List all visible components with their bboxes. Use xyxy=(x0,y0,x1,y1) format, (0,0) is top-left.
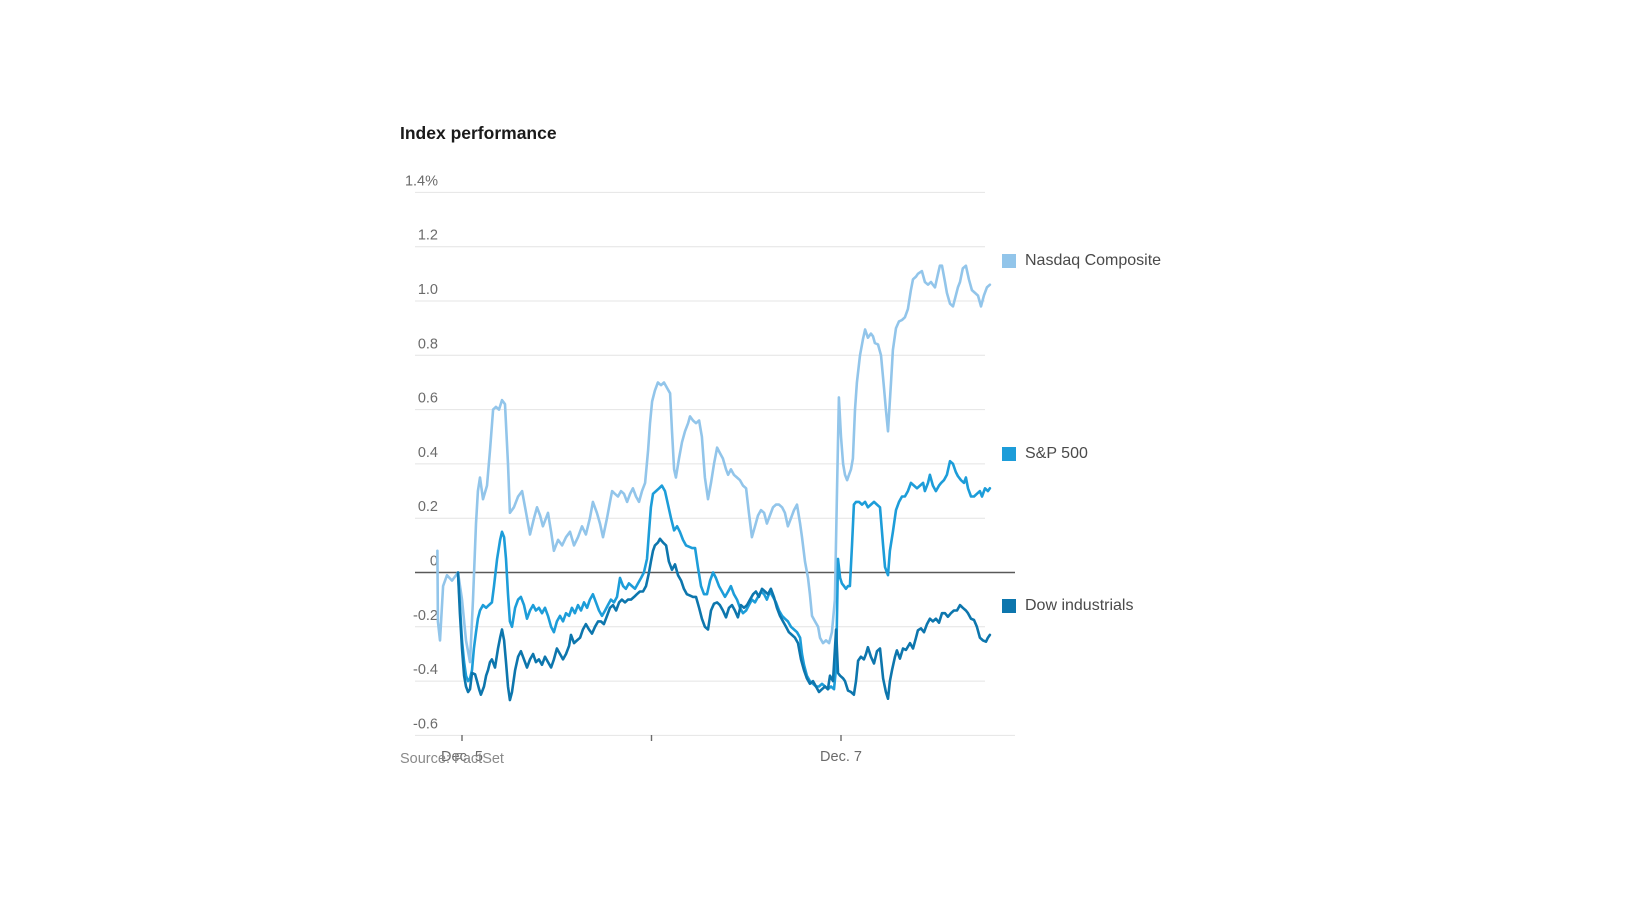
legend-label-sp500: S&P 500 xyxy=(1025,445,1088,462)
legend-item-sp500: S&P 500 xyxy=(1002,445,1088,463)
legend-swatch-nasdaq-icon xyxy=(1002,254,1016,268)
y-axis-tick-label: 0.6 xyxy=(418,391,438,407)
series-line-2 xyxy=(456,537,992,702)
chart-title: Index performance xyxy=(400,123,557,143)
legend-swatch-dow-icon xyxy=(1002,599,1016,613)
y-axis-tick-label: -0.2 xyxy=(413,608,438,624)
x-axis-date-label: Dec. 5 xyxy=(441,749,483,765)
legend-item-nasdaq: Nasdaq Composite xyxy=(1002,252,1161,270)
legend-label-nasdaq: Nasdaq Composite xyxy=(1025,252,1162,269)
y-axis-tick-label: -0.4 xyxy=(413,662,438,678)
series-line-1 xyxy=(456,459,992,691)
y-axis-tick-label: 0 xyxy=(430,554,438,570)
y-axis-tick-label: 1.2 xyxy=(418,228,438,244)
y-axis-tick-label: 0.4 xyxy=(418,445,438,461)
legend-swatch-sp500-icon xyxy=(1002,447,1016,461)
source-attribution: Source: FactSet xyxy=(400,751,504,767)
legend-item-dow: Dow industrials xyxy=(1002,597,1133,615)
x-axis-date-label: Dec. 7 xyxy=(820,749,862,765)
y-axis-tick-label: 1.4% xyxy=(405,173,438,189)
y-axis-tick-label: -0.6 xyxy=(413,716,438,732)
y-axis-tick-label: 0.2 xyxy=(418,499,438,515)
series-line-0 xyxy=(436,264,992,664)
legend-label-dow: Dow industrials xyxy=(1025,597,1134,614)
y-axis-tick-label: 0.8 xyxy=(418,336,438,352)
y-axis-tick-label: 1.0 xyxy=(418,282,438,298)
